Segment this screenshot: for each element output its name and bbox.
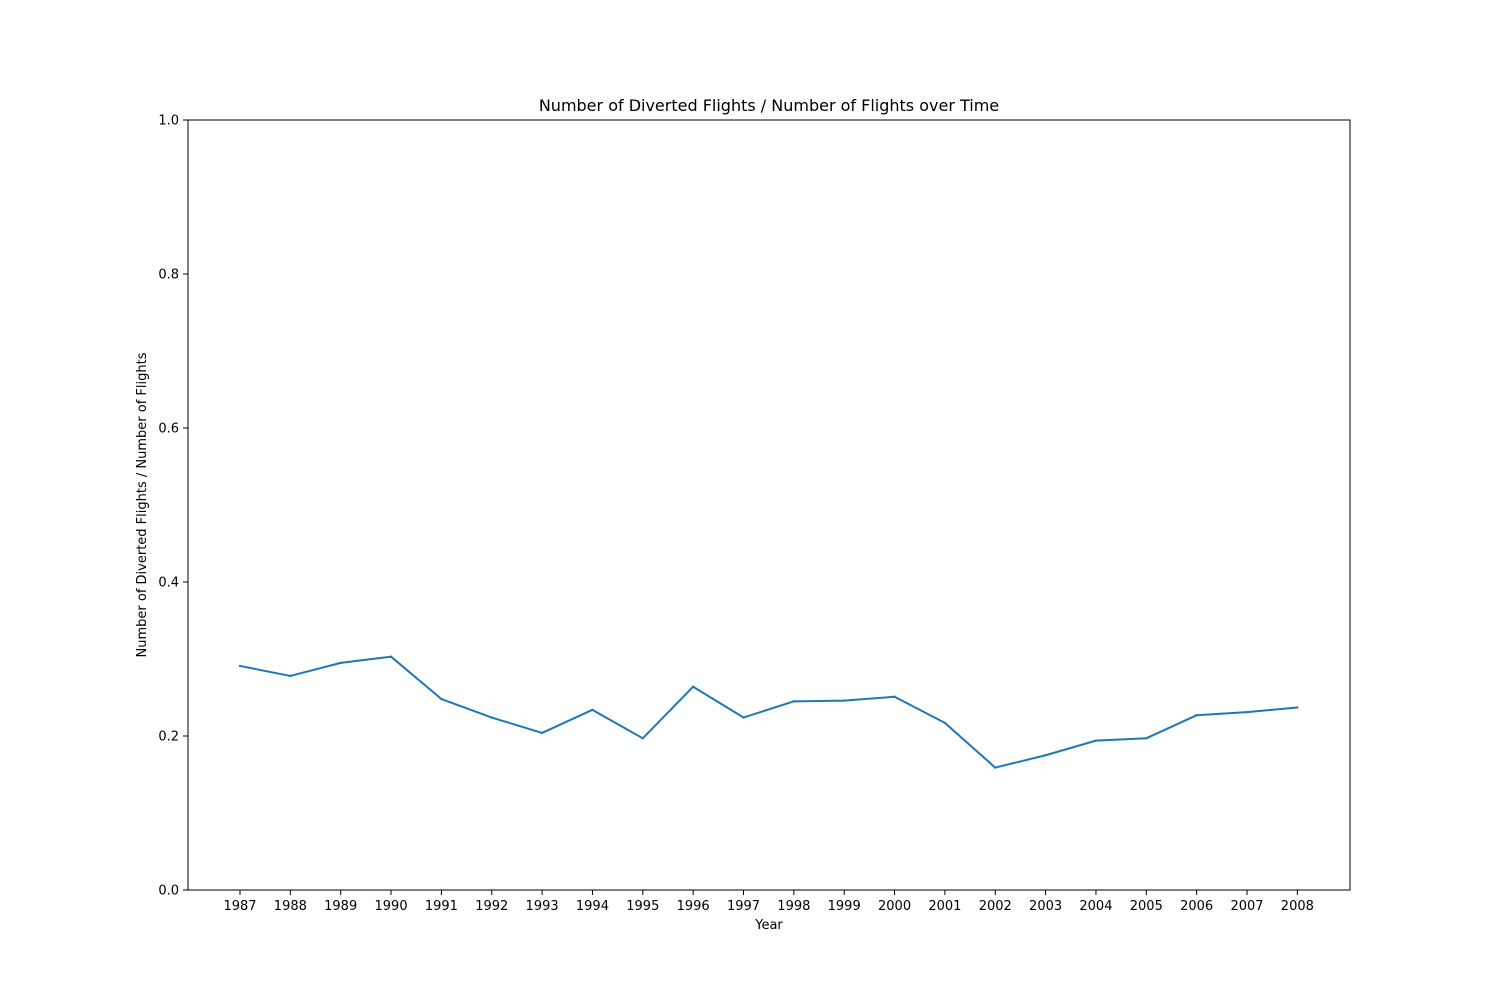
x-tick-label: 1997: [727, 899, 760, 914]
data-point: [994, 766, 997, 769]
x-tick-label: 2008: [1281, 899, 1314, 914]
y-axis: 0.0 0.2 0.4 0.6 0.8 1.0: [158, 114, 188, 899]
data-point: [289, 674, 292, 678]
x-tick-label: 1989: [324, 899, 357, 914]
x-tick-label: 1996: [677, 899, 710, 914]
data-point: [641, 737, 644, 740]
y-tick-label: 1.0: [158, 114, 179, 129]
data-point: [893, 695, 896, 698]
x-axis-label: Year: [754, 918, 783, 933]
y-tick-label: 0.6: [158, 422, 179, 437]
data-point: [389, 655, 393, 658]
data-point: [1044, 754, 1047, 757]
data-point: [339, 661, 342, 665]
data-point: [440, 697, 443, 701]
data-point: [490, 716, 493, 719]
y-axis-label: Number of Diverted Flights / Number of F…: [135, 352, 150, 657]
x-tick-label: 1995: [626, 899, 659, 914]
x-tick-label: 2003: [1029, 899, 1062, 914]
x-tick-label: 2000: [878, 899, 911, 914]
data-point: [1145, 737, 1148, 740]
y-tick-label: 0.8: [158, 268, 179, 283]
x-tick-label: 2002: [979, 899, 1012, 914]
x-tick-label: 2007: [1230, 899, 1263, 914]
x-axis: 1987 1988 1989 1990 1991 1992 1993 1994 1995 1996…: [223, 890, 1314, 914]
x-tick-label: 2006: [1180, 899, 1213, 914]
x-tick-label: 1992: [475, 899, 508, 914]
series-line: [239, 655, 1298, 769]
data-point: [792, 700, 796, 703]
chart-title: Number of Diverted Flights / Number of F…: [539, 96, 999, 115]
y-tick-label: 0.0: [158, 884, 179, 899]
x-tick-label: 1988: [274, 899, 307, 914]
x-tick-label: 1998: [777, 899, 810, 914]
plot-area-frame: [187, 119, 1351, 891]
series-layer: [238, 655, 1299, 769]
y-tick-label: 0.2: [158, 730, 179, 745]
y-tick-label: 0.4: [158, 576, 179, 591]
data-point: [1296, 706, 1299, 709]
data-point: [1195, 714, 1198, 717]
data-point: [843, 699, 846, 702]
x-tick-label: 2001: [928, 899, 961, 914]
x-tick-label: 1987: [223, 899, 256, 914]
data-point: [238, 664, 242, 668]
data-point: [1245, 710, 1249, 714]
x-tick-label: 1993: [526, 899, 559, 914]
data-point: [591, 708, 594, 712]
x-tick-label: 1999: [828, 899, 861, 914]
data-point: [691, 685, 695, 688]
data-point: [943, 721, 947, 725]
data-point: [742, 716, 745, 719]
x-tick-label: 1994: [576, 899, 609, 914]
x-tick-label: 2004: [1079, 899, 1112, 914]
x-tick-label: 2005: [1130, 899, 1163, 914]
data-point: [1094, 739, 1098, 742]
data-point: [540, 731, 544, 735]
x-tick-label: 1991: [425, 899, 458, 914]
x-tick-label: 1990: [375, 899, 408, 914]
